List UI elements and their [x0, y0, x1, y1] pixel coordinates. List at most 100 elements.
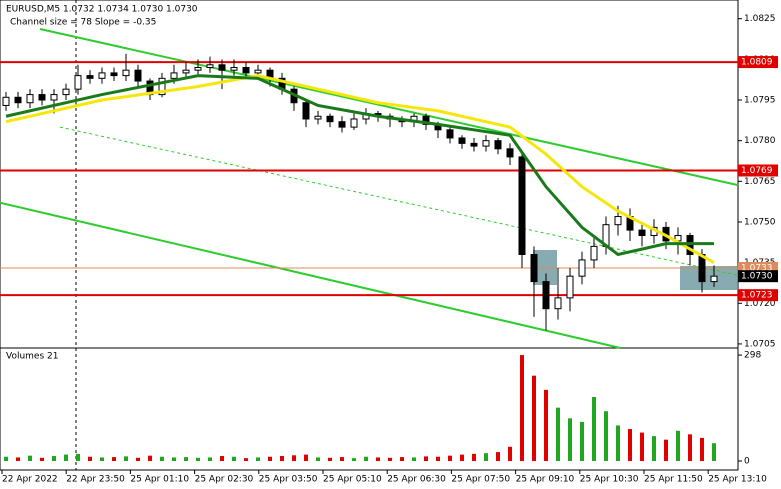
candle-body	[494, 140, 502, 150]
candle-body	[314, 115, 322, 120]
candle-body	[638, 229, 646, 237]
y-tick-label: 1.0705	[744, 339, 776, 349]
candle-body	[86, 75, 94, 79]
volume-bar	[100, 457, 104, 461]
level-label: 1.0723	[741, 291, 773, 301]
x-tick-label: 25 Apr 07:50	[451, 475, 510, 485]
trendline	[59, 126, 739, 276]
volume-panel	[0, 347, 739, 471]
chart-title: EURUSD,M5 1.0732 1.0734 1.0730 1.0730	[6, 5, 198, 15]
candle-body	[62, 88, 70, 96]
candle-body	[326, 115, 334, 123]
volume-bar	[664, 439, 668, 461]
volume-bar	[256, 457, 260, 461]
y-tick-label: 1.0765	[744, 177, 776, 187]
moving-average	[5, 74, 714, 257]
volume-bar	[484, 453, 488, 461]
candle-body	[530, 253, 538, 283]
candle-body	[2, 96, 10, 106]
candle-body	[458, 137, 466, 144]
candle-body	[614, 216, 622, 226]
current-price-box	[738, 270, 778, 283]
volume-bar	[148, 455, 152, 461]
level-label-box	[738, 164, 778, 177]
zone-box	[680, 266, 738, 290]
candle-body	[542, 281, 550, 310]
volume-bar	[700, 437, 704, 461]
volume-bar	[544, 389, 548, 461]
candle-body	[578, 259, 586, 277]
volume-bar	[184, 457, 188, 461]
volume-bar	[340, 457, 344, 461]
plot-layer	[0, 28, 739, 461]
volume-bar	[532, 375, 536, 461]
candle-body	[554, 297, 562, 310]
trendline	[0, 201, 621, 349]
volume-bar	[28, 455, 32, 461]
candle-body	[134, 69, 142, 82]
x-tick-label: 25 Apr 06:30	[387, 475, 446, 485]
volume-bar	[292, 455, 296, 461]
volume-bar	[568, 418, 572, 461]
volume-bar	[364, 456, 368, 461]
volume-bar	[688, 434, 692, 461]
candle-body	[98, 72, 106, 79]
y-tick-label: 1.0795	[744, 96, 776, 106]
volume-bar	[556, 407, 560, 461]
volume-bar	[652, 436, 656, 461]
candle-body	[38, 94, 46, 101]
volume-tick-label: 298	[744, 351, 761, 361]
candle-body	[470, 142, 478, 147]
volume-bar	[232, 456, 236, 461]
volume-bar	[508, 446, 512, 461]
bid-label: 1.0733	[741, 264, 773, 274]
level-label: 1.0769	[741, 166, 773, 176]
volume-bar	[52, 456, 56, 461]
candle-body	[446, 129, 454, 139]
volume-title: Volumes 21	[6, 352, 58, 362]
candle-body	[518, 156, 526, 255]
volume-tick-label: 0	[744, 457, 750, 467]
volume-bar	[280, 456, 284, 461]
volume-bar	[304, 454, 308, 461]
candle-body	[110, 72, 118, 77]
candle-body	[230, 66, 238, 71]
volume-bar	[88, 456, 92, 461]
volume-bar	[520, 355, 524, 461]
candle-body	[218, 64, 226, 71]
candle-body	[254, 69, 262, 74]
candle-body	[122, 69, 130, 77]
volume-bar	[40, 457, 44, 461]
x-tick-label: 25 Apr 10:30	[580, 475, 639, 485]
x-tick-label: 25 Apr 11:50	[644, 475, 703, 485]
volume-bar	[580, 421, 584, 461]
candle-body	[302, 102, 310, 120]
volume-bar	[316, 457, 320, 461]
y-tick-label: 1.0720	[744, 299, 776, 309]
volume-bar	[196, 457, 200, 461]
volume-bar	[136, 457, 140, 461]
candle-body	[590, 245, 598, 261]
volume-bar	[76, 453, 80, 461]
volume-bar	[436, 456, 440, 461]
volume-bar	[712, 443, 716, 461]
y-tick-label: 1.0750	[744, 217, 776, 227]
volume-bar	[220, 456, 224, 461]
candle-body	[50, 94, 58, 101]
volume-bar	[592, 397, 596, 461]
level-label-box	[738, 289, 778, 302]
volume-bar	[112, 457, 116, 461]
volume-bar	[472, 453, 476, 461]
volume-bar	[16, 457, 20, 461]
volume-bar	[4, 456, 8, 461]
x-tick-label: 25 Apr 13:10	[708, 475, 767, 485]
candle-body	[170, 72, 178, 79]
candle-body	[14, 96, 22, 104]
volume-bar	[676, 430, 680, 461]
volume-bar	[460, 454, 464, 461]
y-tick-label: 1.0825	[744, 14, 776, 24]
volume-bar	[328, 457, 332, 461]
candle-body	[242, 66, 250, 74]
